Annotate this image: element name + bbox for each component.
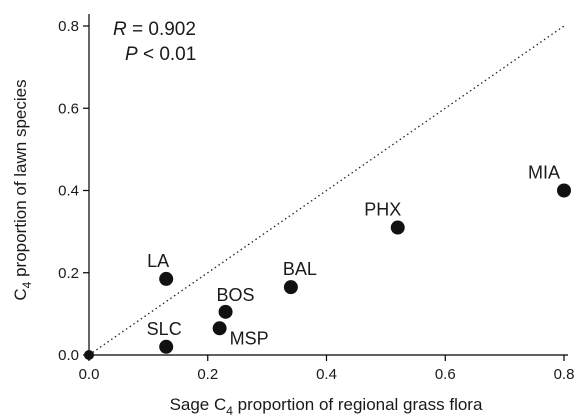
y-tick-label: 0.6 xyxy=(58,100,79,117)
data-point-phx xyxy=(390,220,405,235)
y-tick-label: 0.0 xyxy=(58,347,79,364)
data-point-mia xyxy=(557,183,571,198)
x-tick-label: 0.2 xyxy=(197,366,218,383)
point-label-bal: BAL xyxy=(283,259,317,279)
point-label-la: LA xyxy=(147,251,169,271)
x-tick-label: 0.8 xyxy=(554,366,575,383)
y-tick-label: 0.2 xyxy=(58,265,79,282)
p-statistic: P < 0.01 xyxy=(125,44,196,65)
r-statistic: R = 0.902 xyxy=(113,19,196,40)
plot-area: 0.0 0.2 0.4 0.6 0.8 0.0 0.2 0.4 0.6 0.8 SLC LA MSP… xyxy=(58,14,574,383)
x-axis-ticks: 0.0 0.2 0.4 0.6 0.8 xyxy=(79,355,575,383)
reference-line-1to1 xyxy=(88,25,565,356)
y-axis-ticks: 0.0 0.2 0.4 0.6 0.8 xyxy=(58,18,89,364)
x-tick-label: 0.4 xyxy=(316,366,337,383)
point-label-slc: SLC xyxy=(147,319,182,339)
y-tick-label: 0.4 xyxy=(58,183,79,200)
x-tick-label: 0.6 xyxy=(435,366,456,383)
data-point-slc xyxy=(159,339,174,354)
y-tick-label: 0.8 xyxy=(58,18,79,35)
data-point-bal xyxy=(283,280,298,295)
point-label-msp: MSP xyxy=(230,328,269,348)
point-label-phx: PHX xyxy=(364,200,401,220)
y-axis-title: C4 proportion of lawn species xyxy=(11,79,34,300)
data-points xyxy=(84,183,571,360)
point-label-bos: BOS xyxy=(217,285,255,305)
data-point-origin xyxy=(84,350,94,360)
x-axis-title: Sage C4 proportion of regional grass flo… xyxy=(170,395,483,418)
x-tick-label: 0.0 xyxy=(79,366,100,383)
data-point-labels: SLC LA MSP BOS BAL PHX MIA xyxy=(147,163,560,349)
data-point-bos xyxy=(218,304,233,319)
data-point-la xyxy=(159,271,174,286)
data-point-msp xyxy=(212,321,227,336)
point-label-mia: MIA xyxy=(528,163,560,183)
